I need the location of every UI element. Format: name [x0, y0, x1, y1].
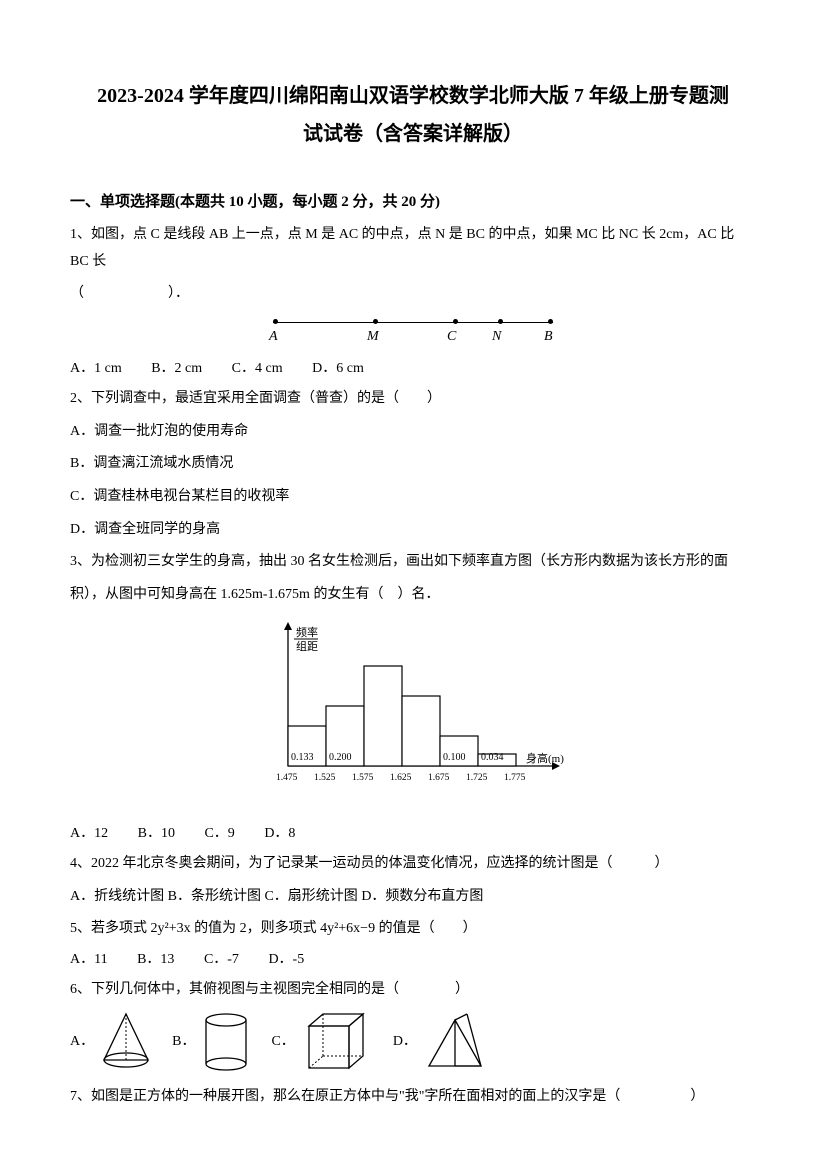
q7-text: 7、如图是正方体的一种展开图，那么在原正方体中与"我"字所在面相对的面上的汉字是…: [70, 1084, 756, 1111]
q6-shapes-row: A． B． C． D．: [70, 1010, 756, 1074]
q1-text-b: （ ）．: [70, 281, 756, 308]
svg-text:0.133: 0.133: [291, 752, 314, 763]
svg-text:1.475: 1.475: [276, 773, 298, 783]
q1-options: A．1 cm B．2 cm C．4 cm D．6 cm: [70, 358, 756, 380]
cube-icon: [301, 1010, 373, 1074]
svg-text:频率: 频率: [296, 625, 318, 639]
q1-opt-b: B．2 cm: [151, 361, 202, 376]
q6-opt-b: B．: [172, 1010, 251, 1074]
svg-text:1.675: 1.675: [428, 773, 450, 783]
cylinder-icon: [201, 1010, 251, 1074]
q5-opt-c: C．-7: [204, 952, 239, 967]
q6-text: 6、下列几何体中，其俯视图与主视图完全相同的是（ ）: [70, 977, 756, 1004]
prism-icon: [423, 1010, 487, 1074]
svg-text:身高(m): 身高(m): [526, 751, 564, 765]
page-title-line2: 试试卷（含答案详解版）: [70, 118, 756, 150]
q3-opt-d: D．8: [264, 826, 295, 841]
svg-text:1.725: 1.725: [466, 773, 488, 783]
q4-opt-a: A．折线统计图: [70, 889, 164, 904]
svg-text:1.775: 1.775: [504, 773, 526, 783]
q2-opt-a: A．调查一批灯泡的使用寿命: [70, 419, 756, 446]
q5-options: A．11 B．13 C．-7 D．-5: [70, 949, 756, 971]
q2-opt-b: B．调查漓江流域水质情况: [70, 451, 756, 478]
svg-text:0.034: 0.034: [481, 752, 504, 763]
svg-text:组距: 组距: [296, 639, 318, 653]
q6-opt-c: C．: [271, 1010, 372, 1074]
q5-opt-d: D．-5: [268, 952, 304, 967]
q3-opt-b: B．10: [138, 826, 175, 841]
page-title-line1: 2023-2024 学年度四川绵阳南山双语学校数学北师大版 7 年级上册专题测: [70, 80, 756, 112]
svg-text:0.200: 0.200: [329, 752, 352, 763]
q4-opt-c: C．扇形统计图: [264, 889, 357, 904]
q4-text: 4、2022 年北京冬奥会期间，为了记录某一运动员的体温变化情况，应选择的统计图…: [70, 851, 756, 878]
q6-opt-d: D．: [393, 1010, 487, 1074]
q5-opt-b: B．13: [137, 952, 174, 967]
q3-histogram: 频率组距身高(m) 0.133 0.200 0.100 0.034 1.475 1.525 1…: [70, 616, 756, 814]
q1-opt-a: A．1 cm: [70, 361, 122, 376]
q5-text: 5、若多项式 2y²+3x 的值为 2，则多项式 4y²+6x−9 的值是（ ）: [70, 916, 756, 943]
q2-text: 2、下列调查中，最适宜采用全面调查（普查）的是（ ）: [70, 386, 756, 413]
q6-opt-a: A．: [70, 1010, 152, 1074]
q1-opt-c: C．4 cm: [232, 361, 283, 376]
q4-opt-d: D．频数分布直方图: [361, 889, 483, 904]
q3-text-b: 积），从图中可知身高在 1.625m-1.675m 的女生有（ ）名．: [70, 582, 756, 609]
q2-opt-d: D．调查全班同学的身高: [70, 517, 756, 544]
q2-opt-c: C．调查桂林电视台某栏目的收视率: [70, 484, 756, 511]
cone-icon: [100, 1010, 152, 1074]
q4-opt-b: B．条形统计图: [168, 889, 261, 904]
q1-opt-d: D．6 cm: [312, 361, 364, 376]
q1-text-a: 1、如图，点 C 是线段 AB 上一点，点 M 是 AC 的中点，点 N 是 B…: [70, 222, 756, 275]
q1-line-diagram: A M C N B: [70, 316, 756, 344]
q4-options: A．折线统计图 B．条形统计图 C．扇形统计图 D．频数分布直方图: [70, 884, 756, 911]
svg-text:1.525: 1.525: [314, 773, 336, 783]
q5-opt-a: A．11: [70, 952, 108, 967]
svg-text:0.100: 0.100: [443, 752, 466, 763]
q3-text-a: 3、为检测初三女学生的身高，抽出 30 名女生检测后，画出如下频率直方图（长方形…: [70, 549, 756, 576]
q3-options: A．12 B．10 C．9 D．8: [70, 823, 756, 845]
svg-text:1.575: 1.575: [352, 773, 374, 783]
q3-opt-c: C．9: [204, 826, 234, 841]
section1-header: 一、单项选择题(本题共 10 小题，每小题 2 分，共 20 分): [70, 190, 756, 214]
q3-opt-a: A．12: [70, 826, 108, 841]
svg-text:1.625: 1.625: [390, 773, 412, 783]
